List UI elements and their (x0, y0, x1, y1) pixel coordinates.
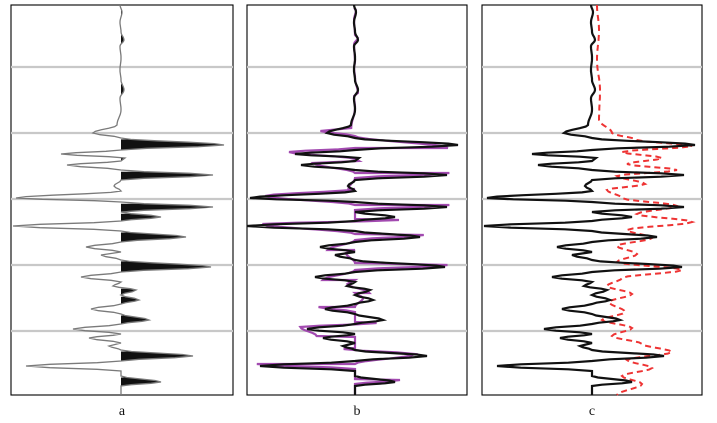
panel-b: b (246, 4, 468, 419)
panel-c-caption: c (589, 404, 595, 419)
panel-c-red-dashed-trace (596, 5, 696, 396)
panel-a-wiggle-trace (12, 4, 225, 395)
panel-c-black-trace (483, 4, 696, 395)
panel-a: a (10, 4, 234, 419)
panel-b-black-trace (246, 4, 459, 395)
panel-a-caption: a (119, 404, 126, 419)
panel-b-caption: b (354, 404, 361, 419)
panel-c: c (481, 4, 703, 419)
